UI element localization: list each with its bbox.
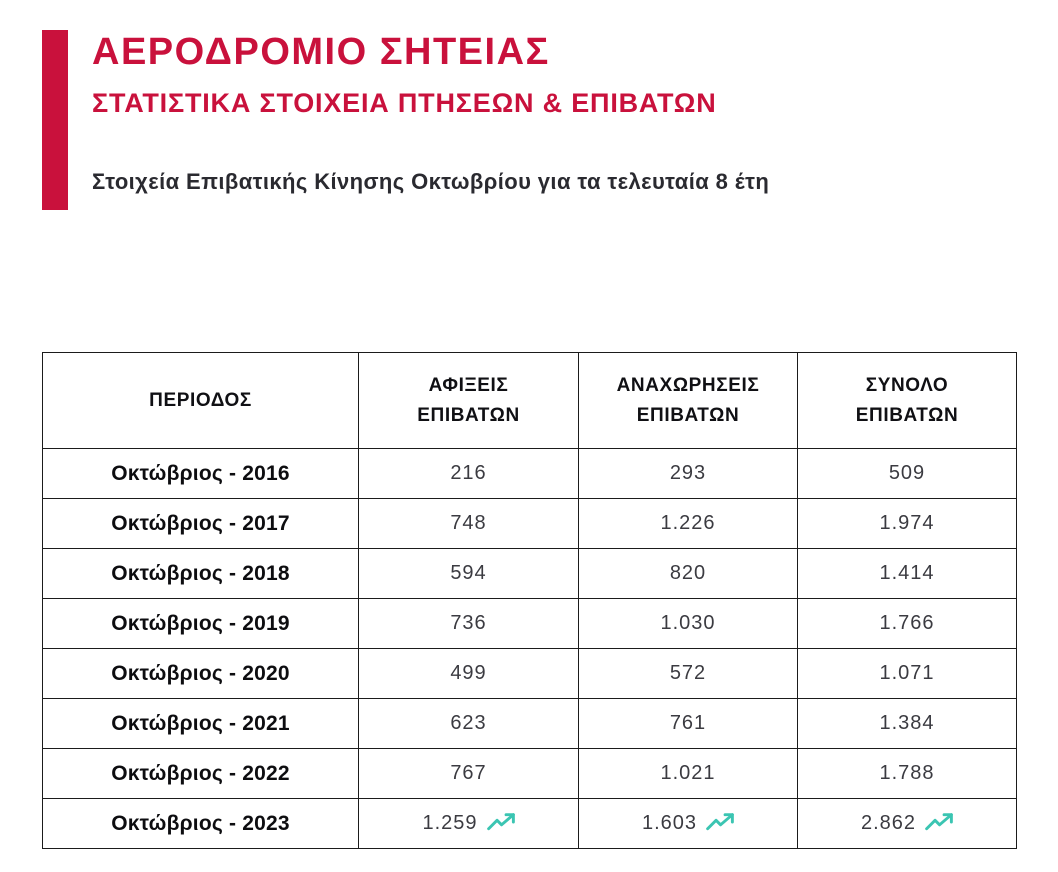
cell-value: 820: [669, 562, 707, 584]
cell-value: 761: [669, 712, 707, 734]
period-label: Οκτώβριος - 2016: [111, 461, 290, 485]
table-row: Οκτώβριος - 2017 748 1.226 1.974: [42, 498, 1017, 549]
period-cell: Οκτώβριος - 2020: [42, 648, 359, 699]
departures-cell: 761: [578, 698, 798, 749]
table-row: Οκτώβριος - 2022 767 1.021 1.788: [42, 748, 1017, 799]
departures-cell: 1.603: [578, 798, 798, 849]
arrivals-cell: 594: [358, 548, 579, 599]
cell-value: 1.603: [641, 812, 698, 834]
arrivals-cell: 499: [358, 648, 579, 699]
total-cell: 1.414: [797, 548, 1017, 599]
period-label: Οκτώβριος - 2020: [111, 661, 290, 685]
period-cell: Οκτώβριος - 2023: [42, 798, 359, 849]
period-label: Οκτώβριος - 2022: [111, 761, 290, 785]
total-cell: 1.384: [797, 698, 1017, 749]
cell-value: 1.071: [879, 662, 935, 684]
period-label: Οκτώβριος - 2023: [111, 811, 290, 835]
arrivals-cell: 748: [358, 498, 579, 549]
cell-value: 216: [450, 462, 487, 484]
period-label: Οκτώβριος - 2019: [111, 611, 290, 635]
period-label: Οκτώβριος - 2017: [111, 511, 290, 535]
cell-value: 748: [450, 512, 487, 534]
table-row: Οκτώβριος - 2023 1.259 1.603 2.862: [42, 798, 1017, 849]
table-header-row: ΠΕΡΙΟΔΟΣ ΑΦΙΞΕΙΣ ΕΠΙΒΑΤΩΝ ΑΝΑΧΩΡΗΣΕΙΣ ΕΠ…: [42, 352, 1017, 449]
trend-up-icon: [706, 813, 734, 831]
departures-cell: 1.030: [578, 598, 798, 649]
table-body: Οκτώβριος - 2016 216 293 509 Οκτώβριος - 201…: [42, 448, 1017, 849]
column-header-period: ΠΕΡΙΟΔΟΣ: [42, 352, 359, 449]
period-cell: Οκτώβριος - 2016: [42, 448, 359, 499]
cell-value: 1.766: [879, 612, 935, 634]
cell-value: 499: [450, 662, 487, 684]
cell-value: 623: [450, 712, 487, 734]
cell-value: 767: [450, 762, 487, 784]
cell-value: 594: [450, 562, 487, 584]
total-cell: 509: [797, 448, 1017, 499]
departures-cell: 293: [578, 448, 798, 499]
page-subtitle: ΣΤΑΤΙΣΤΙΚΑ ΣΤΟΙΧΕΙΑ ΠΤΗΣΕΩΝ & ΕΠΙΒΑΤΩΝ: [92, 87, 717, 118]
cell-value: 1.030: [660, 612, 716, 634]
period-cell: Οκτώβριος - 2019: [42, 598, 359, 649]
trend-up-icon: [486, 813, 515, 831]
header-text: ΑΕΡΟΔΡΟΜΙΟ ΣΗΤΕΙΑΣ ΣΤΑΤΙΣΤΙΚΑ ΣΤΟΙΧΕΙΑ Π…: [92, 30, 769, 210]
table-row: Οκτώβριος - 2019 736 1.030 1.766: [42, 598, 1017, 649]
departures-cell: 1.021: [578, 748, 798, 799]
total-cell: 1.071: [797, 648, 1017, 699]
period-cell: Οκτώβριος - 2022: [42, 748, 359, 799]
arrivals-cell: 736: [358, 598, 579, 649]
cell-value: 736: [450, 612, 487, 634]
cell-value: 1.788: [879, 762, 935, 784]
page-title: ΑΕΡΟΔΡΟΜΙΟ ΣΗΤΕΙΑΣ: [92, 31, 550, 73]
cell-value: 1.414: [879, 562, 935, 584]
accent-bar: [42, 30, 68, 210]
column-header-departures: ΑΝΑΧΩΡΗΣΕΙΣ ΕΠΙΒΑΤΩΝ: [578, 352, 798, 449]
departures-cell: 820: [578, 548, 798, 599]
period-label: Οκτώβριος - 2021: [111, 711, 290, 735]
cell-value: 509: [888, 462, 926, 484]
departures-cell: 1.226: [578, 498, 798, 549]
table-row: Οκτώβριος - 2021 623 761 1.384: [42, 698, 1017, 749]
table-row: Οκτώβριος - 2018 594 820 1.414: [42, 548, 1017, 599]
total-cell: 1.766: [797, 598, 1017, 649]
period-cell: Οκτώβριος - 2017: [42, 498, 359, 549]
passenger-stats-table: ΠΕΡΙΟΔΟΣ ΑΦΙΞΕΙΣ ΕΠΙΒΑΤΩΝ ΑΝΑΧΩΡΗΣΕΙΣ ΕΠ…: [42, 352, 1017, 849]
arrivals-cell: 1.259: [358, 798, 579, 849]
table-row: Οκτώβριος - 2020 499 572 1.071: [42, 648, 1017, 699]
period-label: Οκτώβριος - 2018: [111, 561, 290, 585]
arrivals-cell: 216: [358, 448, 579, 499]
trend-up-icon: [925, 813, 953, 831]
header: ΑΕΡΟΔΡΟΜΙΟ ΣΗΤΕΙΑΣ ΣΤΑΤΙΣΤΙΚΑ ΣΤΟΙΧΕΙΑ Π…: [42, 30, 1016, 210]
total-cell: 1.974: [797, 498, 1017, 549]
column-header-total: ΣΥΝΟΛΟ ΕΠΙΒΑΤΩΝ: [797, 352, 1017, 449]
total-cell: 1.788: [797, 748, 1017, 799]
table-row: Οκτώβριος - 2016 216 293 509: [42, 448, 1017, 499]
report-description: Στοιχεία Επιβατικής Κίνησης Οκτωβρίου γι…: [92, 168, 770, 194]
cell-value: 1.384: [879, 712, 935, 734]
arrivals-cell: 623: [358, 698, 579, 749]
departures-cell: 572: [578, 648, 798, 699]
cell-value: 1.226: [660, 512, 716, 534]
cell-value: 293: [669, 462, 707, 484]
cell-value: 1.974: [879, 512, 935, 534]
column-header-arrivals: ΑΦΙΞΕΙΣ ΕΠΙΒΑΤΩΝ: [358, 352, 579, 449]
period-cell: Οκτώβριος - 2021: [42, 698, 359, 749]
arrivals-cell: 767: [358, 748, 579, 799]
cell-value: 1.021: [660, 762, 716, 784]
cell-value: 2.862: [860, 812, 917, 834]
cell-value: 1.259: [422, 812, 478, 834]
cell-value: 572: [669, 662, 707, 684]
period-cell: Οκτώβριος - 2018: [42, 548, 359, 599]
total-cell: 2.862: [797, 798, 1017, 849]
